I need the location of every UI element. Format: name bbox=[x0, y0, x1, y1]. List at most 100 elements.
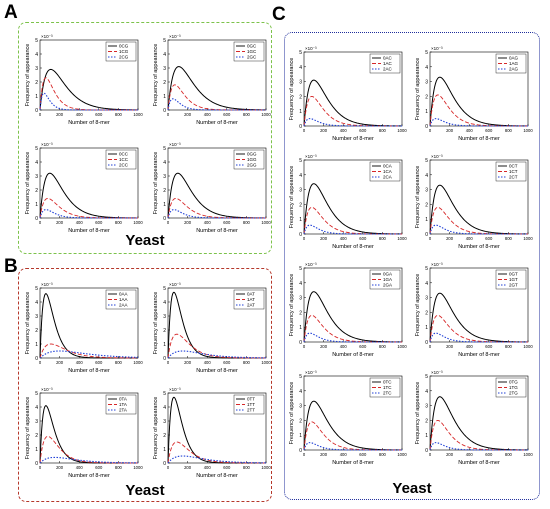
y-tick-label: 3 bbox=[163, 174, 166, 180]
x-tick-label: 800 bbox=[505, 236, 513, 241]
series-line-2AG bbox=[429, 118, 528, 127]
y-exponent: ×10⁻³ bbox=[41, 142, 53, 147]
y-tick-label: 5 bbox=[35, 38, 38, 44]
y-tick-label: 1 bbox=[163, 202, 166, 208]
subplot-a-2: 0 1 2 3 4 5 0 200 400 600 800 1000 ×10⁻³ Number of 8-… bbox=[25, 142, 143, 234]
series-line-0CA bbox=[303, 183, 403, 235]
x-tick-label: 800 bbox=[379, 128, 387, 133]
x-axis-label: Number of 8-mer bbox=[458, 460, 500, 466]
series-line-0CG bbox=[39, 68, 139, 111]
x-tick-label: 200 bbox=[56, 112, 64, 117]
x-axis-label: Number of 8-mer bbox=[458, 352, 500, 358]
series-line-1GC bbox=[167, 84, 266, 111]
y-axis-label: Frequency of appearance bbox=[415, 274, 421, 337]
plot-frame bbox=[303, 159, 403, 235]
x-tick-label: 400 bbox=[466, 344, 474, 349]
x-axis-label: Number of 8-mer bbox=[332, 352, 374, 358]
y-tick-label: 1 bbox=[425, 217, 428, 223]
y-tick-label: 3 bbox=[163, 66, 166, 72]
y-tick-label: 0 bbox=[299, 448, 302, 454]
y-tick-label: 5 bbox=[163, 38, 166, 44]
y-tick-label: 3 bbox=[299, 188, 302, 194]
x-tick-label: 400 bbox=[76, 112, 84, 117]
legend-label: 2AA bbox=[119, 303, 128, 308]
x-tick-label: 600 bbox=[485, 344, 493, 349]
y-tick-label: 3 bbox=[35, 66, 38, 72]
legend-label: 2AC bbox=[383, 67, 393, 72]
y-tick-label: 1 bbox=[163, 447, 166, 453]
x-tick-label: 400 bbox=[76, 360, 84, 365]
x-tick-label: 200 bbox=[184, 112, 192, 117]
y-exponent: ×10⁻³ bbox=[305, 262, 317, 267]
y-tick-label: 3 bbox=[425, 188, 428, 194]
plot-frame bbox=[429, 267, 529, 343]
legend-box bbox=[495, 269, 527, 290]
legend-label: 1TC bbox=[383, 385, 392, 390]
legend-label: 1GG bbox=[247, 157, 257, 162]
x-tick-label: 0 bbox=[429, 236, 432, 241]
x-tick-label: 800 bbox=[505, 128, 513, 133]
y-exponent: ×10⁻³ bbox=[431, 370, 443, 375]
y-axis-label: Frequency of appearance bbox=[289, 274, 295, 337]
legend-label: 2CC bbox=[119, 163, 129, 168]
y-tick-label: 0 bbox=[35, 461, 38, 467]
y-exponent: ×10⁻³ bbox=[41, 34, 53, 39]
x-tick-label: 200 bbox=[184, 220, 192, 225]
y-axis-label: Frequency of appearance bbox=[25, 292, 31, 355]
series-line-0GG bbox=[167, 172, 266, 219]
y-tick-label: 2 bbox=[163, 80, 166, 86]
subplot-b-5: 0 1 2 3 4 5 0 200 400 600 800 1000 ×10⁻³ Number of 8-… bbox=[153, 282, 271, 374]
x-tick-label: 1000 bbox=[397, 452, 407, 457]
legend-label: 1GC bbox=[247, 49, 257, 54]
series-line-0TA bbox=[39, 405, 138, 464]
x-axis-label: Number of 8-mer bbox=[458, 244, 500, 250]
x-tick-label: 200 bbox=[56, 360, 64, 365]
series-line-1CA bbox=[303, 206, 402, 235]
x-tick-label: 800 bbox=[243, 360, 251, 365]
legend-label: 2CA bbox=[383, 175, 392, 180]
x-tick-label: 1000 bbox=[397, 344, 407, 349]
legend-label: 0GA bbox=[383, 272, 392, 277]
y-tick-label: 2 bbox=[299, 202, 302, 208]
y-axis-label: Frequency of appearance bbox=[25, 152, 31, 215]
series-line-2TG bbox=[429, 442, 528, 451]
x-tick-label: 400 bbox=[466, 128, 474, 133]
x-tick-label: 200 bbox=[446, 452, 454, 457]
y-exponent: ×10⁻³ bbox=[41, 282, 53, 287]
x-tick-label: 600 bbox=[95, 465, 103, 470]
x-tick-label: 0 bbox=[303, 452, 306, 457]
y-tick-label: 5 bbox=[425, 158, 428, 164]
y-axis-label: Frequency of appearance bbox=[153, 292, 159, 355]
y-tick-label: 3 bbox=[425, 404, 428, 410]
legend-label: 1CT bbox=[509, 169, 518, 174]
x-tick-label: 1000 bbox=[261, 360, 271, 365]
y-tick-label: 5 bbox=[299, 374, 302, 380]
y-tick-label: 3 bbox=[35, 419, 38, 425]
x-tick-label: 0 bbox=[39, 112, 42, 117]
series-line-1AT bbox=[167, 333, 266, 359]
subplot-b-7: 0 1 2 3 4 5 0 200 400 600 800 1000 ×10⁻³ Number of 8-… bbox=[153, 387, 271, 479]
series-line-1AG bbox=[429, 94, 528, 127]
x-tick-label: 600 bbox=[223, 465, 231, 470]
x-tick-label: 600 bbox=[359, 452, 367, 457]
panel-letter-b: B bbox=[4, 256, 18, 277]
x-tick-label: 600 bbox=[485, 128, 493, 133]
panel-letter-c: C bbox=[272, 4, 286, 25]
y-tick-label: 0 bbox=[299, 340, 302, 346]
y-tick-label: 2 bbox=[425, 202, 428, 208]
y-axis-label: Frequency of appearance bbox=[153, 44, 159, 107]
legend-label: 0TA bbox=[119, 397, 127, 402]
legend-box bbox=[495, 377, 527, 398]
y-tick-label: 0 bbox=[35, 356, 38, 362]
subplot-c-11: 0 1 2 3 4 5 0 200 400 600 800 1000 ×10⁻³ Number of 8-… bbox=[415, 154, 533, 250]
legend-label: 0GT bbox=[509, 272, 518, 277]
legend-box bbox=[105, 41, 137, 62]
x-tick-label: 200 bbox=[56, 220, 64, 225]
y-exponent: ×10⁻³ bbox=[431, 46, 443, 51]
x-tick-label: 1000 bbox=[133, 112, 143, 117]
legend-box bbox=[233, 394, 265, 415]
legend-label: 0AA bbox=[119, 292, 128, 297]
panel-letter-a: A bbox=[4, 2, 18, 23]
y-exponent: ×10⁻³ bbox=[169, 142, 181, 147]
x-tick-label: 600 bbox=[223, 112, 231, 117]
